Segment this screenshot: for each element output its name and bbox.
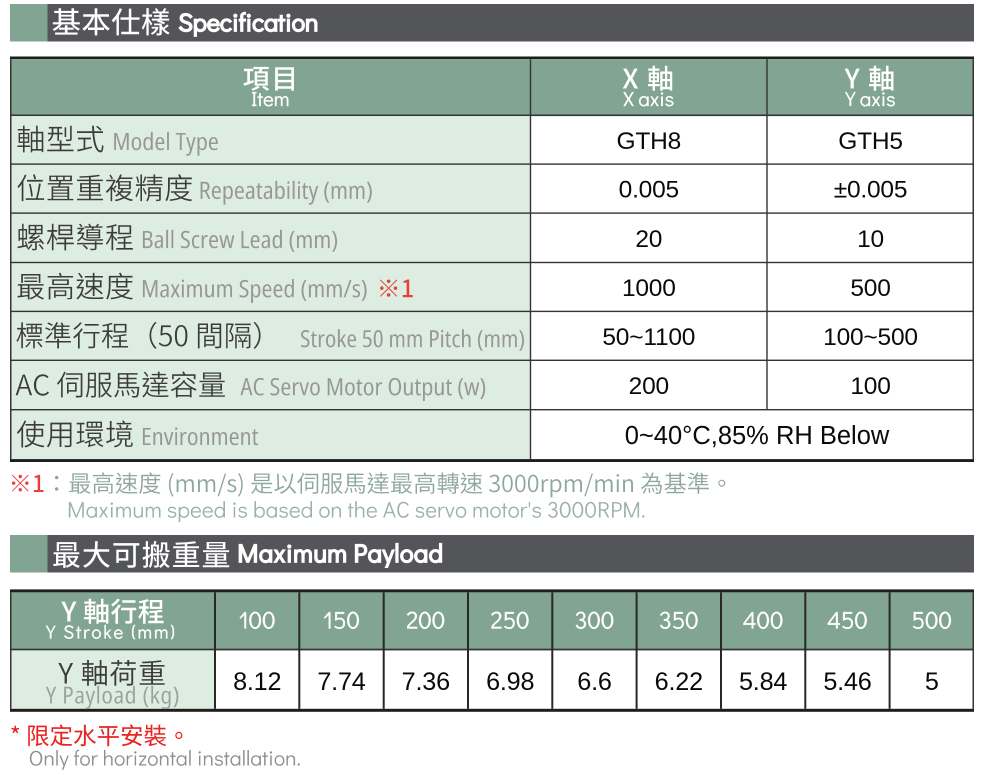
svg-text:8.12: 8.12: [233, 668, 281, 696]
svg-text:5: 5: [925, 668, 939, 696]
svg-text:100: 100: [850, 373, 890, 400]
svg-text:7.36: 7.36: [402, 668, 450, 696]
svg-text:0.005: 0.005: [619, 177, 679, 204]
svg-text:10: 10: [857, 226, 884, 253]
svg-text:1000: 1000: [622, 275, 676, 302]
svg-text:GTH5: GTH5: [838, 128, 903, 155]
svg-text:GTH8: GTH8: [617, 128, 682, 155]
svg-text:6.6: 6.6: [577, 668, 611, 696]
svg-text:7.74: 7.74: [317, 668, 365, 696]
svg-text:6.22: 6.22: [655, 668, 703, 696]
svg-text:20: 20: [635, 226, 662, 253]
svg-text:0~40°C,85% RH Below: 0~40°C,85% RH Below: [625, 422, 890, 450]
svg-text:6.98: 6.98: [486, 668, 534, 696]
svg-text:200: 200: [629, 373, 669, 400]
svg-text:100~500: 100~500: [823, 324, 918, 351]
svg-text:500: 500: [850, 275, 890, 302]
svg-text:5.84: 5.84: [739, 668, 787, 696]
svg-text:50~1100: 50~1100: [602, 324, 695, 351]
svg-text:±0.005: ±0.005: [834, 177, 908, 204]
svg-text:5.46: 5.46: [823, 668, 871, 696]
